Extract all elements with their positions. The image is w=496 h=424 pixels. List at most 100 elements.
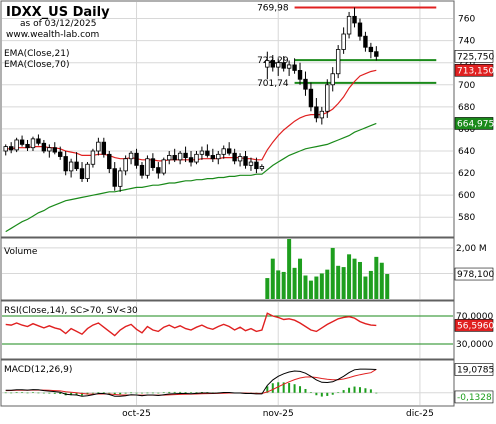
candle-body <box>117 170 123 187</box>
volume-bar <box>347 254 352 299</box>
rsi-tick-label: 30,0000 <box>456 340 493 350</box>
candle-body <box>41 142 47 152</box>
volume-bar <box>281 271 286 299</box>
candle-body <box>177 152 183 161</box>
macd-hist-bar <box>173 391 176 393</box>
macd-hist-bar <box>124 392 127 394</box>
x-tick-label: nov-25 <box>263 409 294 419</box>
candle-body <box>30 138 36 149</box>
volume-pane-frame <box>0 237 455 301</box>
macd-hist-bar <box>315 392 318 396</box>
macd-hist-bar <box>15 392 18 393</box>
macd-hist-bar <box>59 392 62 394</box>
volume-bar <box>265 278 270 299</box>
candle-body <box>254 161 259 170</box>
candle-body <box>194 153 199 163</box>
volume-bar <box>319 273 324 299</box>
volume-bar <box>374 256 379 299</box>
macd-hist-bar <box>108 392 111 394</box>
candle-body <box>79 168 85 180</box>
candle-body <box>36 138 41 144</box>
candle-body <box>226 148 232 154</box>
price-tick-label: 700 <box>458 81 475 91</box>
macd-hist-bar <box>21 392 24 393</box>
macd-hist-bar <box>119 392 122 395</box>
macd-hist-bar <box>266 386 269 393</box>
candle-body <box>357 22 363 37</box>
volume-bar <box>368 270 373 299</box>
candle-body <box>107 153 112 170</box>
macd-hist-bar <box>26 392 29 394</box>
candle-body <box>52 147 57 153</box>
price-value-tag: 713,150 <box>457 66 494 76</box>
candle-body <box>248 161 254 166</box>
candle-body <box>161 159 166 174</box>
price-value-tag-box <box>454 117 494 130</box>
macd-hist-bar <box>282 382 285 393</box>
chart-date: as of 03/12/2025 <box>20 19 96 29</box>
candle-body <box>188 157 194 163</box>
candle-body <box>297 70 303 80</box>
volume-bar <box>298 258 303 299</box>
candle-body <box>145 158 150 176</box>
price-value-tag-box <box>454 50 494 63</box>
macd-hist-bar <box>309 392 312 393</box>
macd-hist-bar <box>97 392 100 393</box>
candle-body <box>374 51 379 57</box>
ema-long-legend: EMA(Close,70) <box>4 60 69 70</box>
candle-body <box>85 163 90 180</box>
volume-pane-title: Volume <box>4 247 38 257</box>
macd-hist-bar <box>304 388 307 393</box>
candle-body <box>128 152 134 160</box>
rsi-layer <box>5 312 377 337</box>
rsi-pane-title: RSI(Close,14), SC>70, SV<30 <box>4 306 138 316</box>
candle-body <box>237 156 243 162</box>
macd-hist-bar <box>70 392 73 396</box>
macd-line <box>5 368 377 397</box>
price-value-tag-box <box>454 63 494 77</box>
candle-body <box>286 64 292 69</box>
price-tick-label: 660 <box>458 125 475 135</box>
macd-hist-value-tag: -0,1328 <box>457 393 492 403</box>
candle-body <box>90 150 96 165</box>
macd-hist-bar <box>102 392 105 394</box>
macd-hist-bar <box>331 392 334 395</box>
ema-short-legend: EMA(Close,21) <box>4 49 69 59</box>
candle-body <box>319 110 325 119</box>
x-tick-label: dic-25 <box>406 409 434 419</box>
macd-hist-bar <box>42 392 45 394</box>
macd-hist-bar <box>299 386 302 393</box>
macd-hist-bar <box>91 392 94 394</box>
rsi-value-tag-box <box>454 319 494 332</box>
macd-hist-bar <box>195 392 198 393</box>
macd-hist-bar <box>48 392 51 394</box>
candle-body <box>330 73 335 86</box>
volume-bar <box>287 239 292 299</box>
macd-hist-bar <box>342 390 345 393</box>
macd-hist-bar <box>179 391 182 393</box>
macd-hist-bar <box>288 383 291 393</box>
candle-body <box>314 106 319 119</box>
candle-body <box>308 88 314 108</box>
macd-hist-bar <box>293 384 296 393</box>
candle-body <box>112 168 117 187</box>
macd-hist-bar <box>353 386 356 393</box>
macd-hist-bar <box>157 392 160 394</box>
macd-hist-bar <box>369 389 372 393</box>
macd-hist-bar <box>130 392 133 394</box>
macd-hist-bar <box>337 392 340 394</box>
candle-body <box>292 64 297 71</box>
volume-bar <box>308 280 313 299</box>
candle-body <box>270 60 275 68</box>
volume-bar <box>385 274 390 299</box>
macd-layer <box>4 368 378 397</box>
macd-pane-frame <box>0 359 455 407</box>
macd-hist-bar <box>75 392 78 395</box>
rsi-line <box>5 312 377 337</box>
volume-bar <box>292 267 297 299</box>
volume-value-tag: 978,100 <box>457 270 494 280</box>
level-label: 701,74 <box>257 79 289 89</box>
candle-body <box>346 15 352 35</box>
volume-bars <box>265 239 390 299</box>
